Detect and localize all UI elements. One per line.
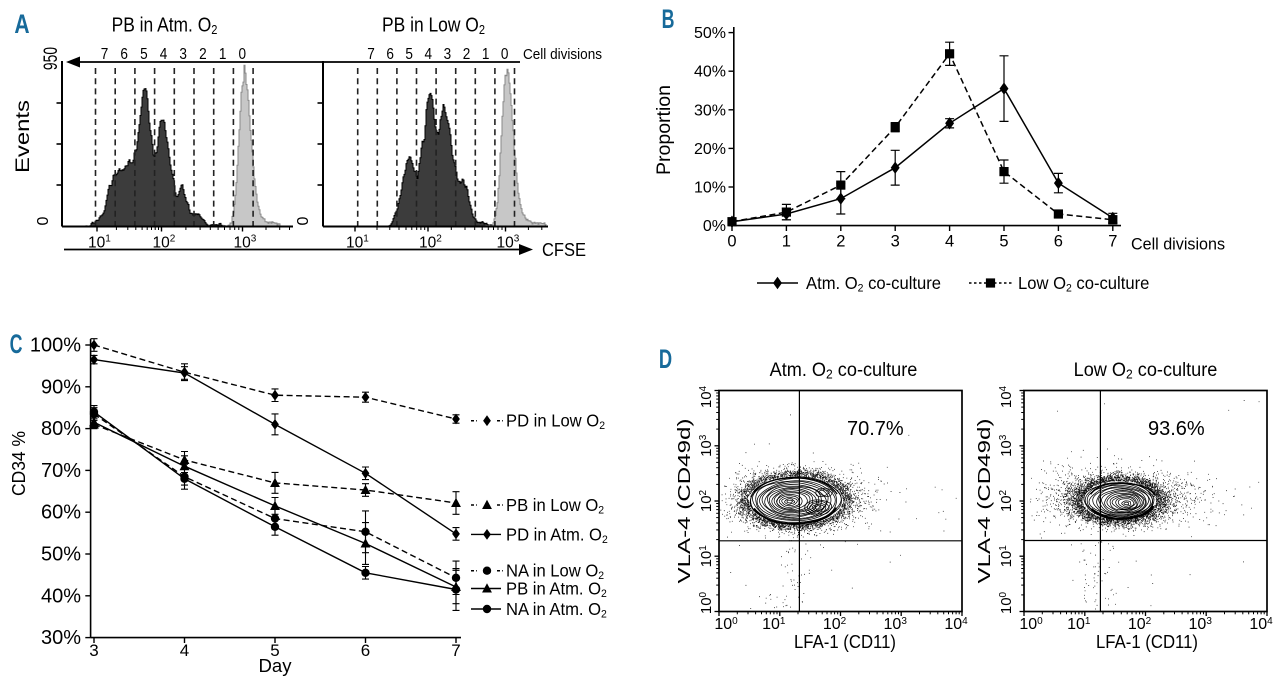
svg-text:50%: 50%: [41, 544, 81, 566]
svg-text:LFA-1 (CD11): LFA-1 (CD11): [1096, 632, 1198, 652]
svg-text:NA in Low O2: NA in Low O2: [506, 561, 604, 582]
svg-text:5: 5: [140, 46, 148, 63]
svg-text:1: 1: [782, 233, 791, 251]
svg-text:3: 3: [89, 641, 98, 660]
svg-text:PD in Atm. O2: PD in Atm. O2: [506, 525, 608, 546]
svg-text:0: 0: [239, 46, 247, 63]
svg-text:6: 6: [386, 46, 394, 63]
svg-text:CFSE: CFSE: [542, 240, 586, 260]
svg-text:LFA-1 (CD11): LFA-1 (CD11): [794, 632, 896, 652]
svg-text:A: A: [14, 10, 29, 40]
svg-text:D: D: [659, 343, 672, 373]
svg-text:50%: 50%: [694, 25, 726, 42]
svg-text:Atm. O2 co-culture: Atm. O2 co-culture: [770, 358, 918, 381]
svg-text:1: 1: [219, 46, 227, 63]
svg-text:7: 7: [1108, 233, 1117, 251]
svg-text:4: 4: [945, 233, 954, 251]
svg-text:3: 3: [891, 233, 900, 251]
svg-text:60%: 60%: [41, 502, 81, 524]
svg-text:30%: 30%: [41, 627, 81, 649]
svg-text:4: 4: [180, 641, 189, 660]
svg-text:80%: 80%: [41, 418, 81, 440]
svg-text:PD in Low O2: PD in Low O2: [506, 411, 605, 432]
svg-text:1: 1: [482, 46, 490, 63]
svg-text:4: 4: [160, 46, 168, 63]
svg-text:Low O2 co-culture: Low O2 co-culture: [1018, 274, 1149, 295]
svg-text:7: 7: [451, 641, 460, 660]
svg-text:Low O2 co-culture: Low O2 co-culture: [1074, 358, 1218, 381]
svg-text:5: 5: [405, 46, 413, 63]
svg-text:Atm. O2 co-culture: Atm. O2 co-culture: [806, 274, 941, 295]
svg-text:CD34 %: CD34 %: [9, 431, 29, 496]
svg-text:5: 5: [270, 641, 279, 660]
svg-text:PB in Atm. O2: PB in Atm. O2: [506, 579, 607, 600]
svg-text:6: 6: [120, 46, 128, 63]
svg-text:6: 6: [361, 641, 370, 660]
svg-text:70%: 70%: [41, 460, 81, 482]
svg-text:0: 0: [727, 233, 736, 251]
svg-text:100%: 100%: [30, 335, 81, 357]
svg-text:0%: 0%: [703, 218, 726, 235]
svg-text:Cell divisions: Cell divisions: [523, 46, 602, 63]
svg-text:10%: 10%: [694, 180, 726, 197]
svg-text:B: B: [662, 3, 675, 34]
svg-text:0: 0: [35, 216, 52, 225]
svg-text:90%: 90%: [41, 376, 81, 398]
svg-text:40%: 40%: [694, 64, 726, 81]
svg-text:VLA-4 (CD49d): VLA-4 (CD49d): [974, 419, 994, 584]
svg-text:70.7%: 70.7%: [847, 418, 904, 440]
svg-text:2: 2: [463, 46, 471, 63]
svg-text:Day: Day: [259, 656, 292, 676]
svg-text:2: 2: [199, 46, 207, 63]
svg-text:4: 4: [425, 46, 433, 63]
svg-text:VLA-4 (CD49d): VLA-4 (CD49d): [674, 419, 694, 584]
svg-text:5: 5: [999, 233, 1008, 251]
svg-text:Proportion: Proportion: [654, 85, 675, 175]
svg-text:7: 7: [367, 46, 375, 63]
svg-text:2: 2: [836, 233, 845, 251]
svg-text:NA in Atm. O2: NA in Atm. O2: [506, 600, 607, 621]
svg-text:PB in Atm. O2: PB in Atm. O2: [112, 14, 218, 37]
svg-text:3: 3: [179, 46, 187, 63]
svg-text:950: 950: [40, 47, 62, 70]
svg-text:40%: 40%: [41, 585, 81, 607]
svg-text:7: 7: [101, 46, 109, 63]
svg-text:0: 0: [501, 46, 509, 63]
svg-text:20%: 20%: [694, 141, 726, 158]
svg-text:Cell divisions: Cell divisions: [1131, 235, 1225, 254]
svg-text:6: 6: [1054, 233, 1063, 251]
svg-text:PB in Low O2: PB in Low O2: [506, 496, 604, 517]
svg-text:93.6%: 93.6%: [1148, 418, 1205, 440]
svg-text:30%: 30%: [694, 102, 726, 119]
svg-text:3: 3: [444, 46, 452, 63]
svg-text:C: C: [10, 328, 23, 359]
svg-text:PB in Low O2: PB in Low O2: [382, 14, 485, 37]
svg-text:Events: Events: [13, 100, 34, 173]
svg-text:0: 0: [295, 216, 312, 225]
